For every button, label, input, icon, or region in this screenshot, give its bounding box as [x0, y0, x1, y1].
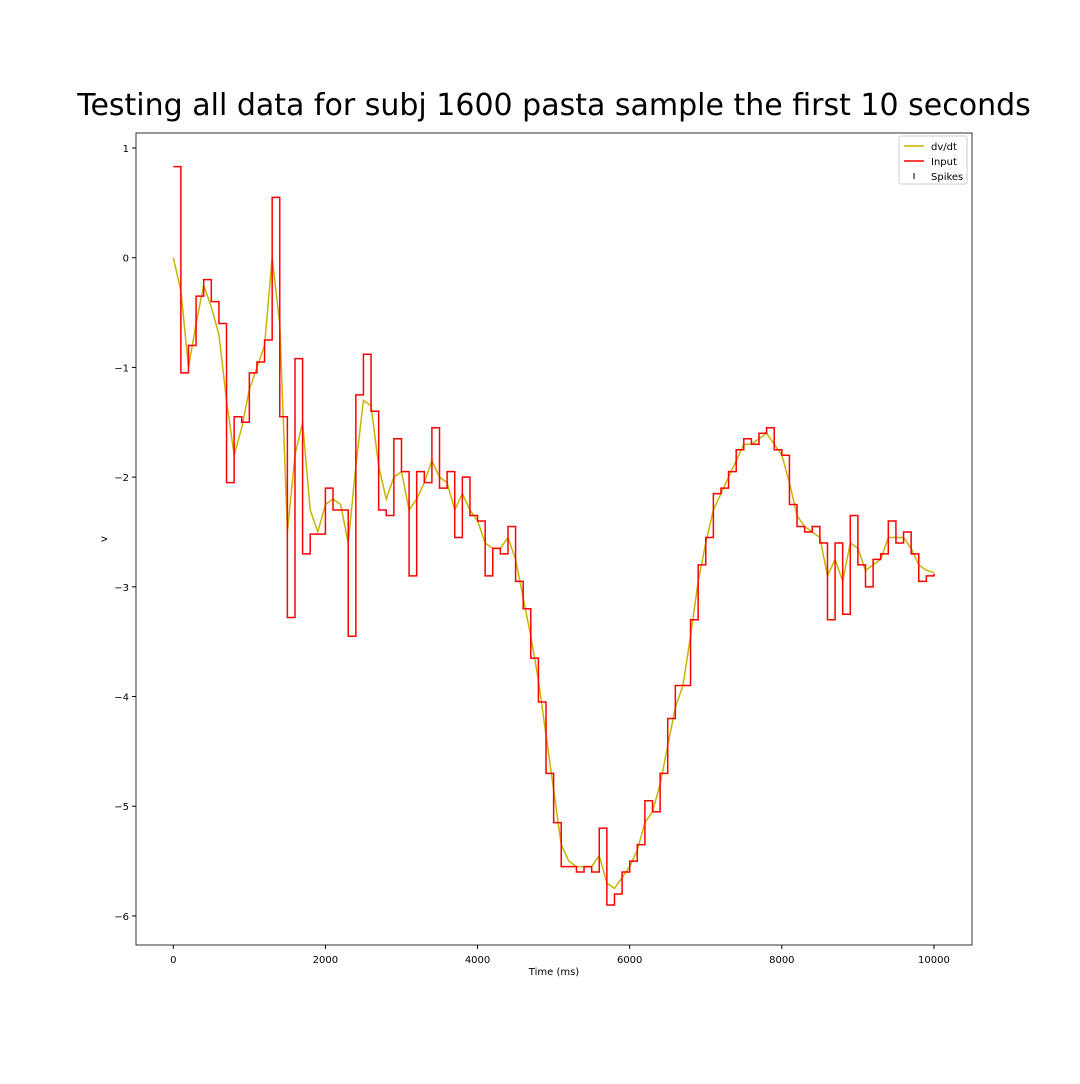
y-tick-label: −2: [114, 473, 129, 484]
x-tick-label: 8000: [769, 955, 794, 966]
x-tick-label: 10000: [918, 955, 950, 966]
y-tick-label: −4: [114, 693, 129, 704]
legend-label: Spikes: [931, 172, 963, 183]
legend-label: dv/dt: [931, 142, 957, 153]
x-tick-label: 0: [170, 955, 176, 966]
data-line: [173, 165, 935, 906]
y-tick-label: −3: [114, 583, 129, 594]
y-tick-label: −5: [114, 802, 129, 813]
y-tick-label: −1: [114, 363, 129, 374]
y-tick-label: 1: [123, 144, 129, 155]
x-tick-label: 4000: [465, 955, 490, 966]
y-axis-label: v: [99, 536, 110, 542]
chart-title: Testing all data for subj 1600 pasta sam…: [76, 88, 1031, 123]
x-axis-label: Time (ms): [528, 967, 580, 978]
x-tick-label: 2000: [313, 955, 338, 966]
y-tick-label: 0: [123, 254, 129, 265]
legend-label: Input: [931, 157, 957, 168]
plot-frame: [135, 132, 973, 946]
y-tick-label: −6: [114, 912, 129, 923]
legend-box: [898, 135, 968, 185]
x-tick-label: 6000: [617, 955, 642, 966]
